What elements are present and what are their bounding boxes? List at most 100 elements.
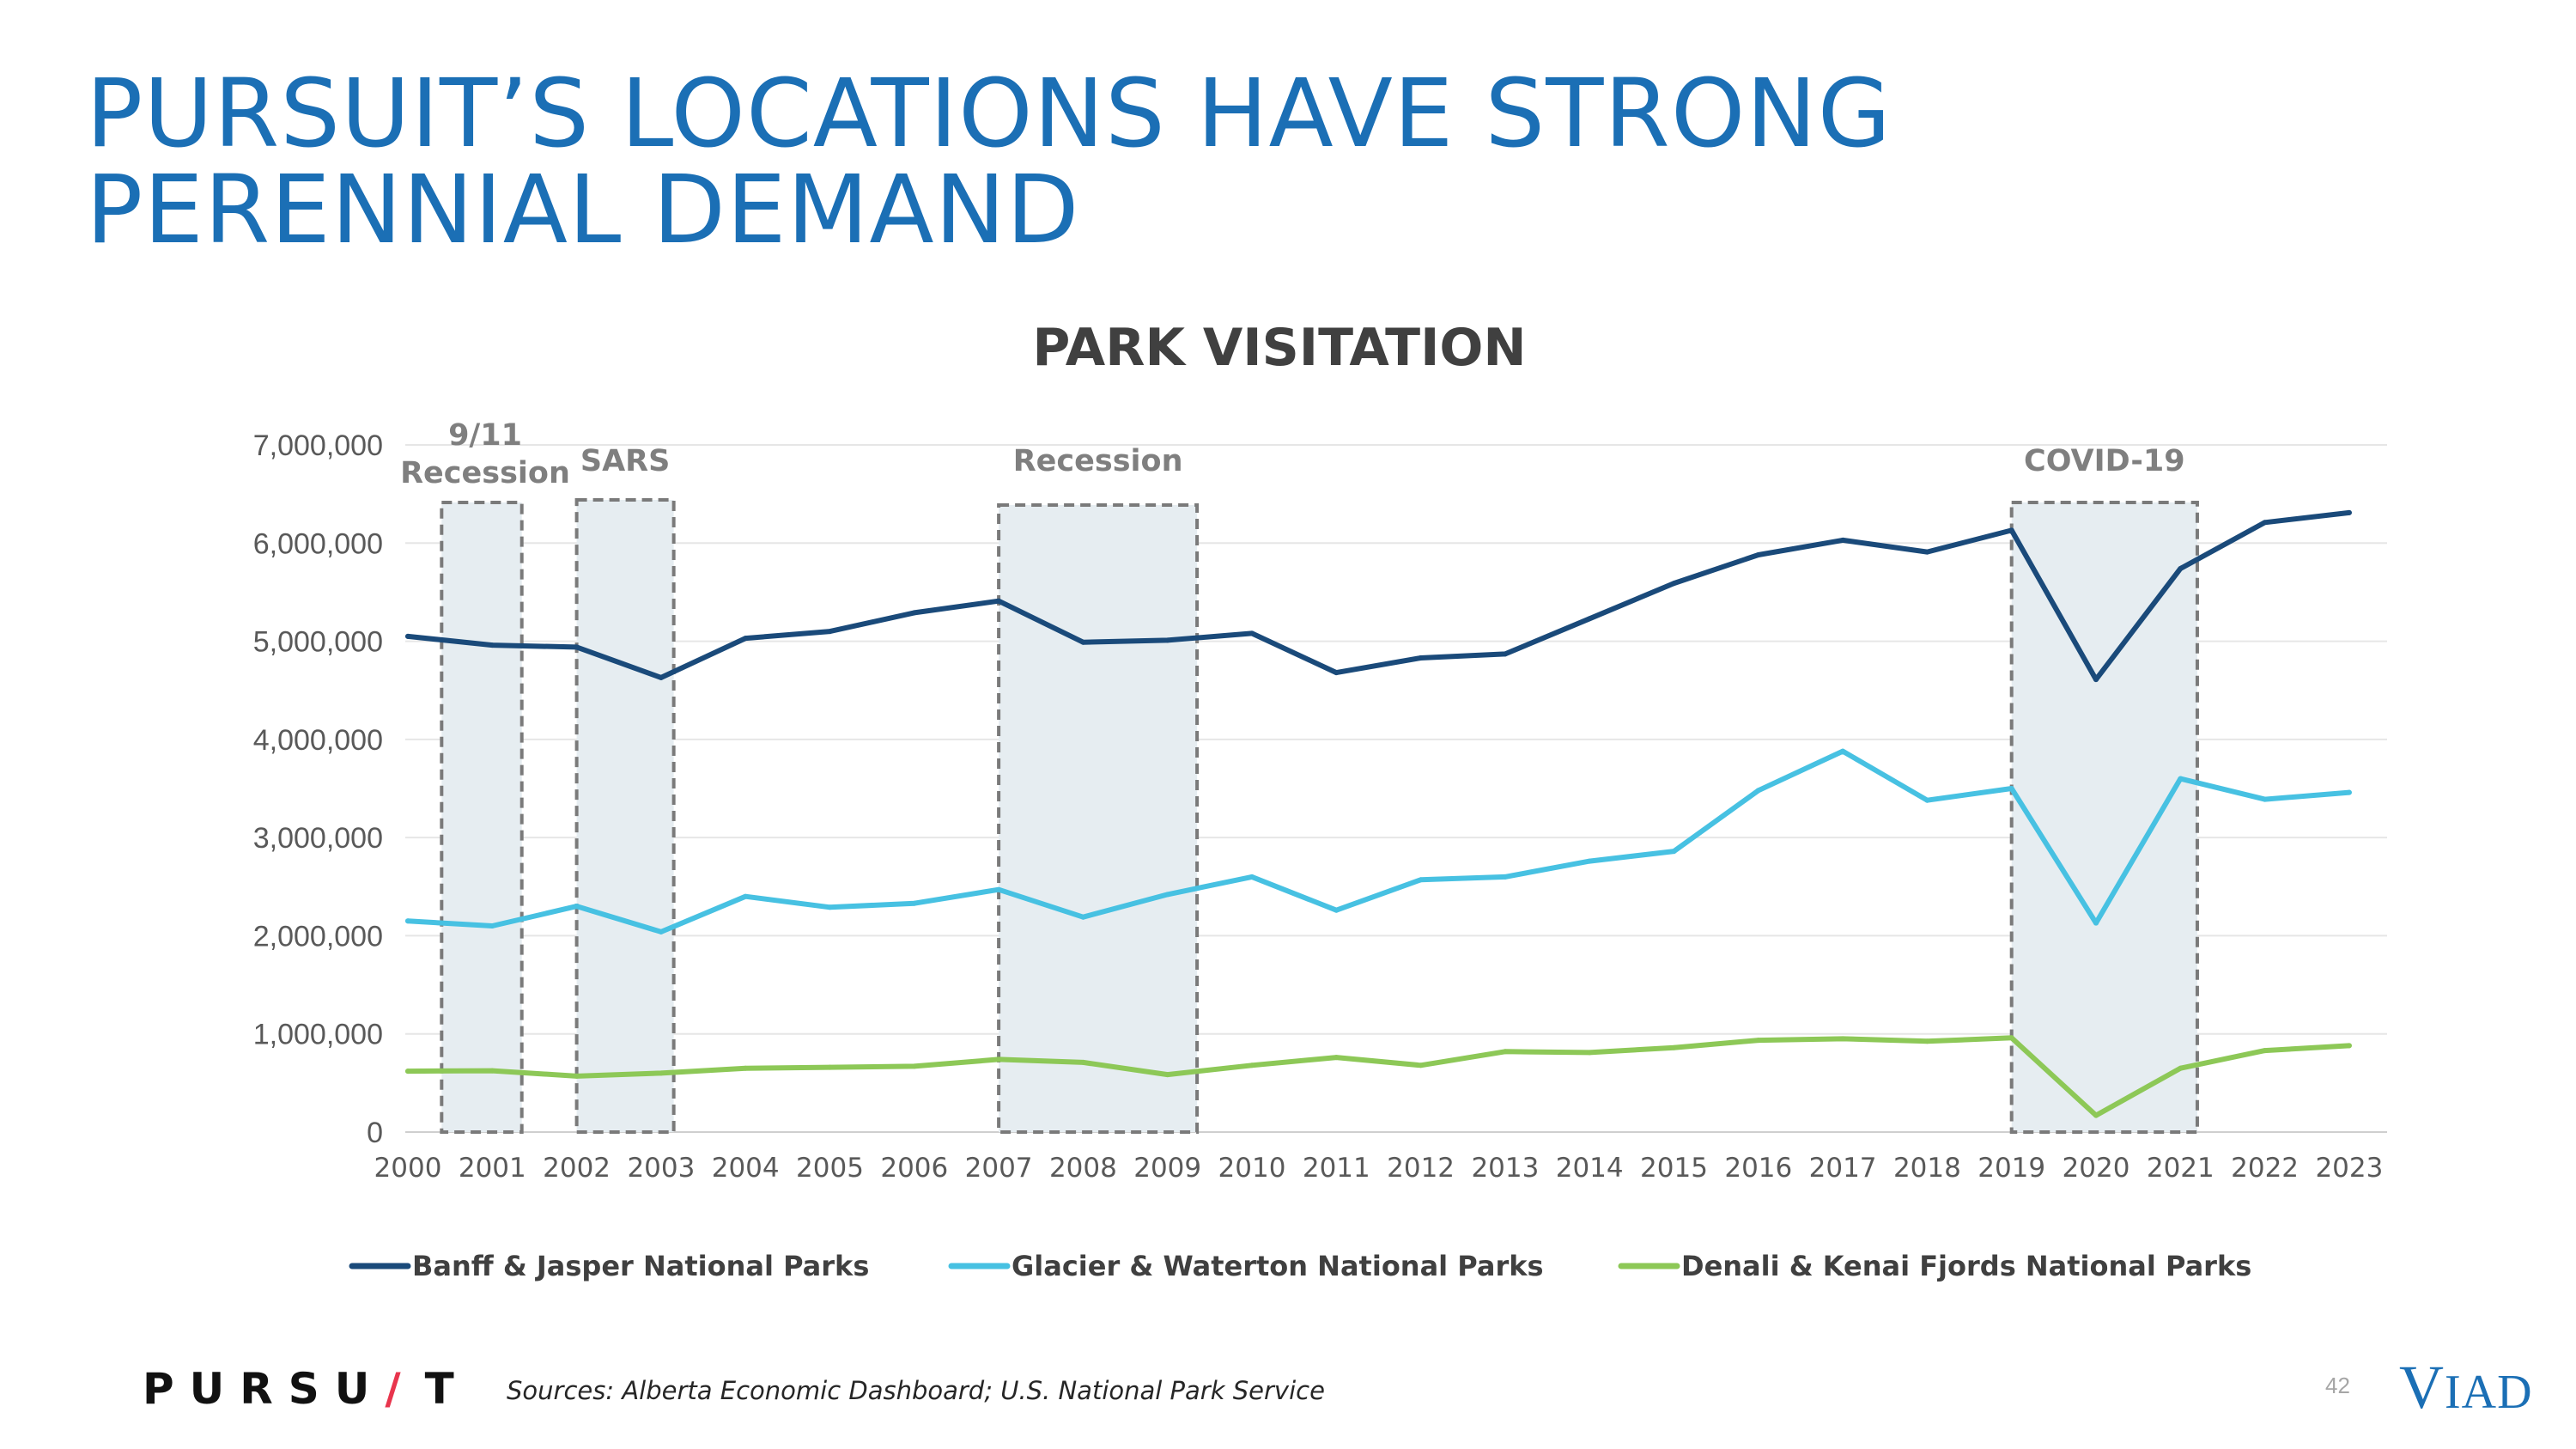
series-1-point	[489, 923, 495, 928]
x-tick-label: 2002	[543, 1153, 611, 1184]
series-0-point	[1840, 537, 1846, 543]
series-0-point	[574, 644, 580, 650]
series-0-point	[996, 598, 1002, 604]
event-band-label: COVID-19	[2024, 444, 2185, 478]
series-0-point	[2008, 527, 2014, 533]
series-2-point	[827, 1064, 833, 1070]
series-1-point	[1334, 907, 1340, 913]
viad-logo-v: V	[2399, 1353, 2445, 1422]
series-1-point	[405, 918, 410, 924]
series-1-point	[1249, 874, 1255, 880]
series-2-point	[405, 1068, 410, 1075]
series-2-point	[1924, 1038, 1930, 1044]
series-1-point	[996, 886, 1002, 892]
series-1-point	[1502, 874, 1508, 880]
series-1-point	[1755, 788, 1761, 794]
y-tick-label: 7,000,000	[253, 429, 383, 462]
x-tick-label: 2009	[1133, 1153, 1201, 1184]
series-2-point	[489, 1068, 495, 1074]
x-tick-label: 2003	[627, 1153, 695, 1184]
series-2-point	[1418, 1062, 1424, 1068]
x-tick-label: 2023	[2315, 1153, 2383, 1184]
y-tick-label: 1,000,000	[253, 1019, 383, 1051]
x-tick-label: 2004	[712, 1153, 780, 1184]
x-tick-label: 2001	[459, 1153, 526, 1184]
pursuit-logo-slash: /	[385, 1364, 416, 1414]
series-1-point	[1587, 858, 1593, 864]
series-1-point	[2178, 776, 2184, 782]
x-tick-label: 2005	[796, 1153, 864, 1184]
x-tick-label: 2012	[1387, 1153, 1455, 1184]
series-0-point	[1249, 630, 1255, 636]
series-1-point	[1418, 877, 1424, 883]
event-band-3	[2009, 501, 2199, 1134]
series-0-point	[1755, 552, 1761, 557]
series-2-point	[1334, 1055, 1340, 1061]
series-2-point	[2346, 1043, 2352, 1049]
series-0-point	[1334, 670, 1340, 676]
event-band-label: SARS	[580, 444, 670, 478]
legend-label-1: Glacier & Waterton National Parks	[1012, 1250, 1544, 1282]
series-1-point	[2008, 786, 2014, 791]
series-1-point	[1080, 914, 1086, 920]
series-1-point	[743, 893, 749, 899]
series-0-point	[489, 642, 495, 648]
slide-title: PURSUIT’S LOCATIONS HAVE STRONG PERENNIA…	[86, 65, 1892, 258]
pursuit-logo-part2: T	[424, 1364, 470, 1414]
series-1-point	[2346, 789, 2352, 795]
chart-title: PARK VISITATION	[1032, 318, 1526, 378]
y-tick-label: 6,000,000	[253, 527, 383, 560]
series-2-point	[2093, 1112, 2099, 1118]
series-2-point	[1502, 1049, 1508, 1055]
series-0-point	[405, 633, 410, 639]
series-0-point	[1587, 616, 1593, 622]
x-tick-label: 2017	[1809, 1153, 1877, 1184]
pursuit-logo-part1: PURSU	[143, 1364, 386, 1414]
series-0-point	[2093, 677, 2099, 683]
x-tick-label: 2010	[1218, 1153, 1286, 1184]
series-1-point	[2262, 796, 2268, 802]
slide-title-line-2: PERENNIAL DEMAND	[86, 155, 1080, 265]
series-0-point	[1164, 637, 1170, 643]
series-2-point	[1587, 1050, 1593, 1056]
series-2-point	[911, 1063, 917, 1069]
series-1-point	[2093, 920, 2099, 926]
page-number: 42	[2325, 1373, 2350, 1398]
event-band-label: 9/11	[448, 418, 522, 453]
legend-label-2: Denali & Kenai Fjords National Parks	[1681, 1250, 2251, 1282]
series-1-point	[1671, 849, 1677, 855]
series-0-point	[1418, 655, 1424, 661]
series-2-point	[1671, 1044, 1677, 1050]
series-0-point	[1502, 651, 1508, 657]
series-2-point	[1755, 1038, 1761, 1044]
series-1-point	[658, 928, 664, 935]
y-tick-label: 4,000,000	[253, 724, 383, 757]
y-tick-label: 5,000,000	[253, 626, 383, 659]
series-2-point	[1164, 1072, 1170, 1078]
series-2-point	[743, 1065, 749, 1071]
series-1-point	[827, 904, 833, 910]
x-tick-label: 2014	[1556, 1153, 1624, 1184]
x-tick-label: 2011	[1303, 1153, 1370, 1184]
series-0-point	[1080, 639, 1086, 645]
series-0-point	[911, 610, 917, 616]
series-0-point	[2178, 566, 2184, 571]
x-tick-label: 2018	[1893, 1153, 1961, 1184]
series-2-point	[1249, 1062, 1255, 1068]
series-1-point	[911, 900, 917, 906]
series-2-point	[2178, 1065, 2184, 1071]
viad-logo: VIAD	[2399, 1352, 2533, 1423]
y-tick-label: 0	[367, 1117, 383, 1149]
y-tick-label: 2,000,000	[253, 920, 383, 953]
series-1-point	[1924, 797, 1930, 803]
x-tick-label: 2020	[2063, 1153, 2130, 1184]
series-2-point	[2008, 1035, 2014, 1041]
series-lines	[405, 509, 2352, 1118]
legend: Banff & Jasper National Parks Glacier & W…	[349, 1250, 2251, 1282]
x-tick-label: 2006	[880, 1153, 948, 1184]
legend-label-0: Banff & Jasper National Parks	[412, 1250, 869, 1282]
series-0-point	[1924, 549, 1930, 555]
slide-title-line-1: PURSUIT’S LOCATIONS HAVE STRONG	[86, 58, 1892, 168]
